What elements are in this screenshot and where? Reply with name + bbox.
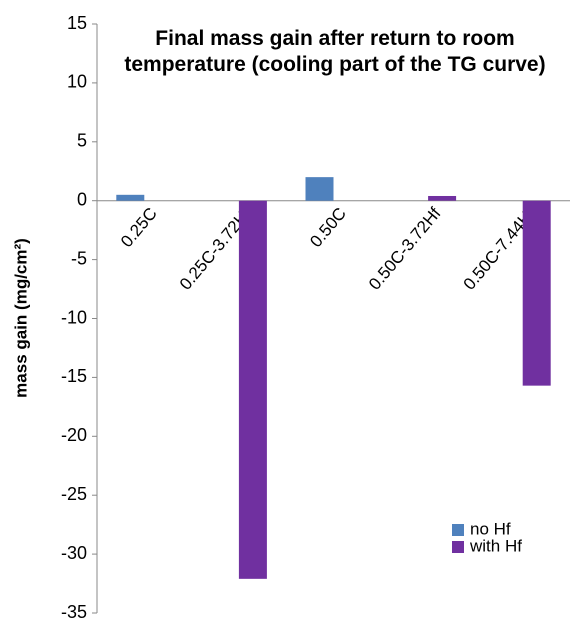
bar: [305, 177, 334, 201]
y-tick-label: -25: [61, 484, 87, 504]
y-tick-label: 10: [67, 72, 87, 92]
bar: [116, 194, 145, 201]
y-tick-label: -35: [61, 602, 87, 621]
y-tick-label: -5: [71, 248, 87, 268]
chart-title: Final mass gain after return to room tem…: [124, 27, 546, 76]
y-axis-label: mass gain (mg/cm²): [11, 238, 30, 398]
y-tick-label: -20: [61, 425, 87, 445]
y-tick-label: 0: [77, 189, 87, 209]
legend-swatch: [452, 524, 464, 536]
legend-label: no Hf: [470, 519, 511, 538]
y-tick-label: -30: [61, 543, 87, 563]
bar: [522, 200, 551, 386]
y-tick-label: -10: [61, 307, 87, 327]
legend-label: with Hf: [469, 536, 522, 555]
x-tick-label: 0.50C-3.72Hf: [365, 204, 445, 294]
x-tick-label: 0.50C: [306, 204, 350, 251]
y-tick-label: -15: [61, 366, 87, 386]
y-tick-label: 15: [67, 13, 87, 33]
legend-swatch: [452, 541, 464, 553]
y-tick-label: 5: [77, 131, 87, 151]
bar: [238, 200, 267, 579]
bar: [428, 195, 457, 201]
x-tick-label: 0.25C: [117, 204, 161, 251]
